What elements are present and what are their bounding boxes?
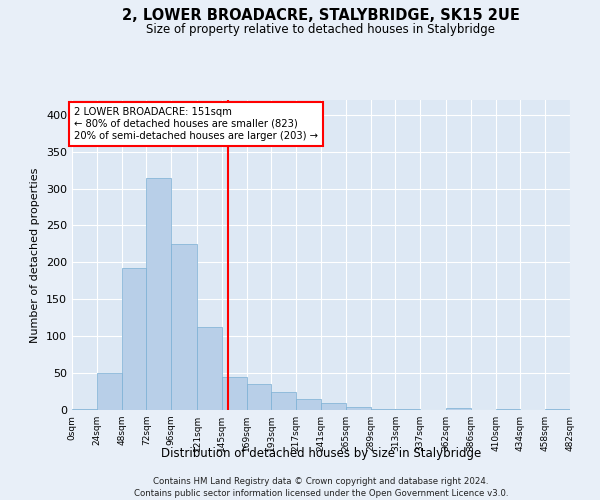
Bar <box>247 384 271 410</box>
Bar <box>496 408 520 410</box>
Text: Size of property relative to detached houses in Stalybridge: Size of property relative to detached ho… <box>146 22 496 36</box>
Bar <box>197 326 222 410</box>
Text: Contains HM Land Registry data © Crown copyright and database right 2024.: Contains HM Land Registry data © Crown c… <box>153 478 489 486</box>
Y-axis label: Number of detached properties: Number of detached properties <box>31 168 40 342</box>
Bar <box>321 404 346 410</box>
Bar <box>346 407 371 410</box>
Text: 2, LOWER BROADACRE, STALYBRIDGE, SK15 2UE: 2, LOWER BROADACRE, STALYBRIDGE, SK15 2U… <box>122 8 520 22</box>
Bar <box>271 392 296 410</box>
Bar <box>371 408 395 410</box>
Text: 2 LOWER BROADACRE: 151sqm
← 80% of detached houses are smaller (823)
20% of semi: 2 LOWER BROADACRE: 151sqm ← 80% of detac… <box>74 108 318 140</box>
Bar <box>122 268 146 410</box>
Bar <box>146 178 171 410</box>
Bar <box>222 377 247 410</box>
Bar <box>72 408 97 410</box>
Bar <box>446 408 471 410</box>
Text: Contains public sector information licensed under the Open Government Licence v3: Contains public sector information licen… <box>134 489 508 498</box>
Bar <box>296 399 321 410</box>
Bar <box>171 244 197 410</box>
Bar <box>97 373 122 410</box>
Text: Distribution of detached houses by size in Stalybridge: Distribution of detached houses by size … <box>161 448 481 460</box>
